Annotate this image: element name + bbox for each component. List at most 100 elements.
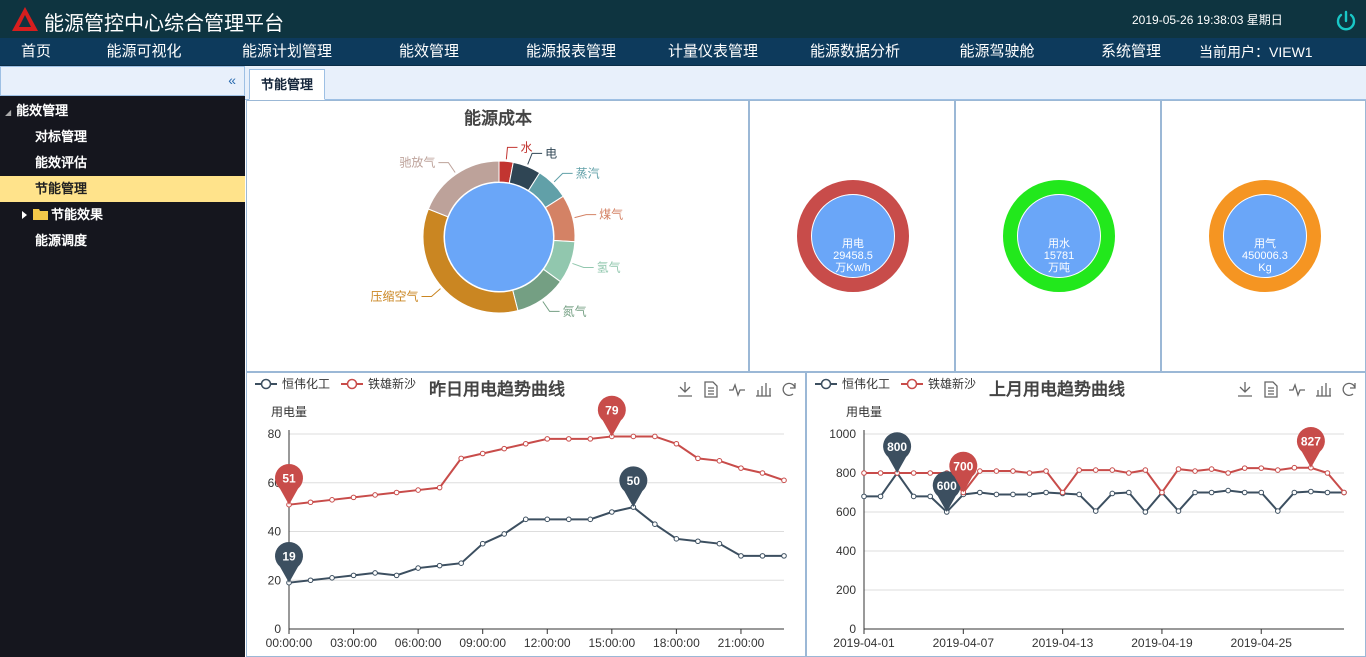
data-point[interactable] bbox=[1175, 508, 1182, 514]
data-point[interactable] bbox=[1225, 470, 1231, 476]
legend-item[interactable]: 恒伟化工 bbox=[815, 377, 890, 391]
data-view-icon[interactable] bbox=[704, 381, 718, 398]
data-point[interactable] bbox=[927, 493, 934, 500]
data-point[interactable] bbox=[458, 455, 464, 462]
tree-item-dispatch[interactable]: 能源调度 bbox=[0, 228, 245, 254]
data-point[interactable] bbox=[565, 516, 572, 523]
tree-collapsed-icon[interactable] bbox=[22, 211, 27, 219]
data-point[interactable] bbox=[522, 440, 529, 447]
data-point[interactable] bbox=[415, 565, 421, 571]
data-point[interactable] bbox=[393, 572, 400, 579]
data-point[interactable] bbox=[329, 575, 335, 581]
line-chart-icon[interactable] bbox=[729, 383, 745, 397]
data-point[interactable] bbox=[1208, 466, 1215, 472]
data-point[interactable] bbox=[1142, 509, 1149, 515]
data-point[interactable] bbox=[1308, 488, 1314, 495]
legend-item[interactable]: 铁雄新沙 bbox=[901, 376, 976, 391]
data-point[interactable] bbox=[1208, 489, 1215, 496]
data-point[interactable] bbox=[759, 470, 766, 476]
data-point[interactable] bbox=[587, 516, 594, 523]
nav-item-visualization[interactable]: 能源可视化 bbox=[106, 43, 182, 60]
data-point[interactable] bbox=[1026, 470, 1033, 476]
data-point[interactable] bbox=[1076, 491, 1082, 498]
data-point[interactable] bbox=[1192, 489, 1198, 496]
collapse-icon[interactable]: « bbox=[228, 72, 236, 88]
data-point[interactable] bbox=[1142, 467, 1149, 473]
data-point[interactable] bbox=[781, 553, 787, 559]
nav-item-cockpit[interactable]: 能源驾驶舱 bbox=[959, 43, 1035, 60]
mark-point[interactable]: 800 bbox=[883, 432, 912, 473]
data-point[interactable] bbox=[716, 540, 723, 547]
data-point[interactable] bbox=[1291, 489, 1298, 496]
data-point[interactable] bbox=[1043, 468, 1049, 474]
nav-item-reports[interactable]: 能源报表管理 bbox=[525, 43, 616, 60]
data-point[interactable] bbox=[372, 492, 378, 498]
data-point[interactable] bbox=[1109, 467, 1116, 473]
tree-item-saving[interactable]: 节能管理 bbox=[0, 176, 245, 202]
data-point[interactable] bbox=[652, 433, 658, 440]
nav-item-analysis[interactable]: 能源数据分析 bbox=[809, 43, 900, 60]
data-point[interactable] bbox=[861, 493, 867, 500]
data-point[interactable] bbox=[329, 497, 335, 503]
data-point[interactable] bbox=[501, 445, 508, 452]
data-point[interactable] bbox=[350, 494, 357, 501]
download-icon[interactable] bbox=[1238, 382, 1252, 397]
line-chart-icon[interactable] bbox=[1289, 383, 1305, 397]
data-point[interactable] bbox=[436, 484, 443, 491]
data-point[interactable] bbox=[1126, 470, 1132, 476]
data-point[interactable] bbox=[877, 493, 884, 500]
data-point[interactable] bbox=[565, 436, 572, 442]
data-view-icon[interactable] bbox=[1264, 381, 1278, 398]
data-point[interactable] bbox=[479, 450, 486, 457]
data-point[interactable] bbox=[695, 455, 701, 462]
bar-chart-icon[interactable] bbox=[1316, 383, 1331, 397]
nav-item-home[interactable]: 首页 bbox=[20, 43, 51, 60]
data-point[interactable] bbox=[609, 509, 615, 515]
data-point[interactable] bbox=[1175, 466, 1182, 472]
data-point[interactable] bbox=[1241, 489, 1248, 496]
data-point[interactable] bbox=[781, 477, 787, 484]
data-point[interactable] bbox=[1026, 491, 1033, 498]
mark-point[interactable]: 51 bbox=[275, 463, 303, 505]
data-point[interactable] bbox=[1192, 468, 1198, 474]
data-point[interactable] bbox=[479, 540, 486, 547]
nav-item-system[interactable]: 系统管理 bbox=[1100, 43, 1161, 60]
data-point[interactable] bbox=[673, 440, 680, 447]
data-point[interactable] bbox=[1258, 489, 1265, 496]
data-point[interactable] bbox=[630, 433, 637, 440]
tree-item-efficiency[interactable]: ◢ 能效管理 bbox=[0, 98, 245, 124]
data-point[interactable] bbox=[673, 536, 680, 542]
data-point[interactable] bbox=[1126, 489, 1132, 496]
data-point[interactable] bbox=[993, 491, 1000, 498]
data-point[interactable] bbox=[1324, 489, 1331, 496]
data-point[interactable] bbox=[1241, 465, 1248, 471]
data-point[interactable] bbox=[501, 531, 508, 537]
data-point[interactable] bbox=[1059, 489, 1066, 496]
mark-point[interactable]: 79 bbox=[597, 395, 626, 437]
data-point[interactable] bbox=[1274, 508, 1281, 514]
mark-point[interactable]: 700 bbox=[949, 451, 978, 493]
data-point[interactable] bbox=[436, 562, 443, 569]
data-point[interactable] bbox=[1274, 467, 1281, 473]
data-point[interactable] bbox=[544, 516, 551, 523]
data-point[interactable] bbox=[1225, 487, 1231, 494]
data-point[interactable] bbox=[1109, 490, 1116, 497]
tree-item-evaluation[interactable]: 能效评估 bbox=[0, 150, 245, 176]
data-point[interactable] bbox=[738, 553, 744, 559]
data-point[interactable] bbox=[522, 516, 529, 523]
mark-point[interactable]: 827 bbox=[1296, 427, 1325, 468]
mark-point[interactable]: 50 bbox=[619, 466, 648, 508]
data-point[interactable] bbox=[861, 470, 867, 476]
data-point[interactable] bbox=[993, 468, 1000, 474]
data-point[interactable] bbox=[738, 465, 744, 471]
data-point[interactable] bbox=[977, 468, 983, 474]
legend-item[interactable]: 恒伟化工 bbox=[255, 377, 330, 391]
legend-item[interactable]: 铁雄新沙 bbox=[341, 376, 416, 391]
pie-slice-7[interactable] bbox=[427, 160, 500, 218]
data-point[interactable] bbox=[307, 577, 314, 584]
data-point[interactable] bbox=[1010, 468, 1016, 474]
data-point[interactable] bbox=[877, 470, 884, 476]
data-point[interactable] bbox=[977, 489, 983, 496]
data-point[interactable] bbox=[927, 470, 934, 476]
data-point[interactable] bbox=[587, 436, 594, 442]
